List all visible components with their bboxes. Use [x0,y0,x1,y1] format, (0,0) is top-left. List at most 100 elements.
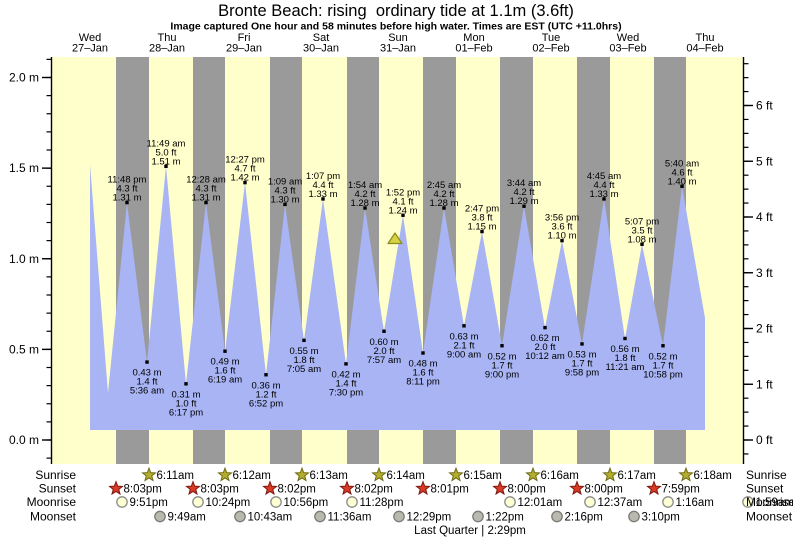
tide-annotation-line: 11:21 am [606,362,645,373]
tide-annotation-line: 1.6 ft [214,366,235,377]
high-tide-annotation: 1:52 pm4.1 ft1.24 m [386,187,420,217]
right-axis-tick-label: 5 ft [756,154,773,168]
moonrise-time: 1:59am [756,497,793,509]
tide-extreme-dot [223,349,227,353]
moonset-time: 1:22pm [486,512,524,524]
moonrise-time: 10:56pm [284,497,329,509]
moonset-row-label-right: Moonset [746,510,793,524]
day-name: Thu [696,32,715,44]
tide-extreme-dot [543,325,547,330]
moonset-circle-icon [234,510,246,523]
tide-extreme-dot [522,204,526,208]
moonset-circle-icon [551,510,563,523]
tide-extreme-dot [602,197,606,201]
moonrise-row-label-right: Moonrise [746,495,793,509]
left-axis-tick-label: 0.5 m [9,342,39,356]
sunset-time: 8:01pm [431,484,469,496]
right-axis-tick-label: 1 ft [756,377,773,391]
tide-annotation-line: 0.42 m [331,369,360,380]
moonrise-circle-icon [742,496,754,508]
tide-annotation-line: 0.36 m [251,380,280,391]
tide-extreme-dot [480,229,484,234]
tide-annotation-line: 4.4 ft [312,180,333,191]
right-axis-tick-label: 4 ft [756,210,773,224]
tide-annotation-line: 7:30 pm [329,387,363,398]
left-axis-tick-label: 1.5 m [9,161,39,175]
tide-annotation-line: 2.0 ft [534,342,555,353]
low-tide-annotation: 0.42 m1.4 ft7:30 pm [329,362,363,398]
sunset-star-icon [185,480,201,496]
high-tide-annotation: 1:09 am4.3 ft1.30 m [268,176,302,207]
tide-annotation-line: 5:07 pm [625,216,659,227]
moonrise-circle-icon [192,496,204,508]
sunset-star-icon [569,480,585,496]
day-date: 01–Feb [455,43,492,55]
tide-annotations-layer: 11:48 pm4.3 ft1.31 m0.43 m1.4 ft5:36 am1… [108,138,700,418]
moonrise-time: 10:24pm [206,497,251,509]
tide-annotation-line: 1.51 m [151,156,180,167]
tide-annotation-line: 0.63 m [449,331,478,342]
axes-layer: 2.0 m 1.5 m 1.0 m 0.5 m 0.0 m 6 ft 5 ft 4 ft 3 f… [9,57,773,464]
sunrise-star-icon [602,466,618,482]
day-labels-layer: Wed27–JanThu28–JanFri29–JanSat30–JanSun3… [72,32,724,55]
tide-extreme-dot [125,200,129,205]
sunset-time: 8:00pm [508,484,546,496]
tide-extreme-dot [421,351,425,355]
moonrise-circle-icon [346,496,358,508]
tide-annotation-line: 3.6 ft [551,222,572,233]
low-tide-annotation: 0.63 m2.1 ft9:00 am [447,324,481,360]
tide-extreme-dot [500,344,504,348]
day-date: 27–Jan [72,43,108,55]
moonset-time: 2:16pm [565,512,603,524]
tide-annotation-line: 11:49 am [147,138,186,149]
tide-annotation-line: 1.31 m [191,193,220,204]
tide-annotation-line: 4.2 ft [354,189,375,200]
sunset-star-icon [492,480,508,496]
tide-annotation-line: 2:47 pm [465,204,499,215]
tide-annotation-line: 0.62 m [530,333,559,344]
tide-annotation-line: 3:44 am [507,178,541,189]
sunset-time: 7:59pm [662,484,700,496]
moonrise-time: 12:37am [598,497,643,509]
tide-extreme-dot [145,360,149,364]
sunset-star-icon [262,480,278,496]
tide-annotation-line: 6:17 pm [169,407,203,418]
tide-annotation-line: 1:52 pm [386,187,420,198]
day-date: 04–Feb [686,43,723,55]
tide-extreme-dot [401,213,405,217]
tide-annotation-line: 0.53 m [567,349,596,360]
sunrise-star-icon [371,466,387,482]
tide-annotation-line: 12:27 pm [225,155,265,166]
tide-annotation-line: 9:00 pm [485,369,519,380]
tide-extreme-dot [382,329,386,333]
tide-annotation-line: 9:00 am [447,349,481,360]
tide-extreme-dot [204,200,208,205]
sunset-time: 8:03pm [201,484,239,496]
tide-annotation-line: 4:45 am [587,171,621,182]
tide-annotation-line: 1.8 ft [293,355,314,366]
day-date: 29–Jan [226,43,262,55]
tide-annotation-line: 1:07 pm [306,171,340,182]
tide-annotation-line: 0.48 m [408,359,437,370]
low-tide-annotation: 0.31 m1.0 ft6:17 pm [169,382,203,418]
tide-annotation-line: 4.1 ft [392,196,413,207]
tide-annotation-line: 1.7 ft [652,360,673,371]
tide-annotation-line: 4.4 ft [593,180,614,191]
moonset-row-label-left: Moonset [30,510,77,524]
right-axis-tick-label: 6 ft [756,99,773,113]
tide-annotation-line: 1.10 m [547,231,576,242]
high-tide-annotation: 3:56 pm3.6 ft1.10 m [545,213,579,243]
page-subtitle: Image captured One hour and 58 minutes b… [170,21,621,33]
sun-moon-layer: 6:11am 6:12am 6:13am 6:14am 6:15am 6:16am 6:17… [108,466,793,524]
moonset-circle-icon [472,510,484,523]
tide-annotation-line: 8:11 pm [406,377,440,388]
sunset-row: 8:03pm 8:03pm 8:02pm 8:02pm 8:01pm 8:00pm 8:00… [108,480,700,496]
tide-annotation-line: 5.0 ft [155,147,176,158]
